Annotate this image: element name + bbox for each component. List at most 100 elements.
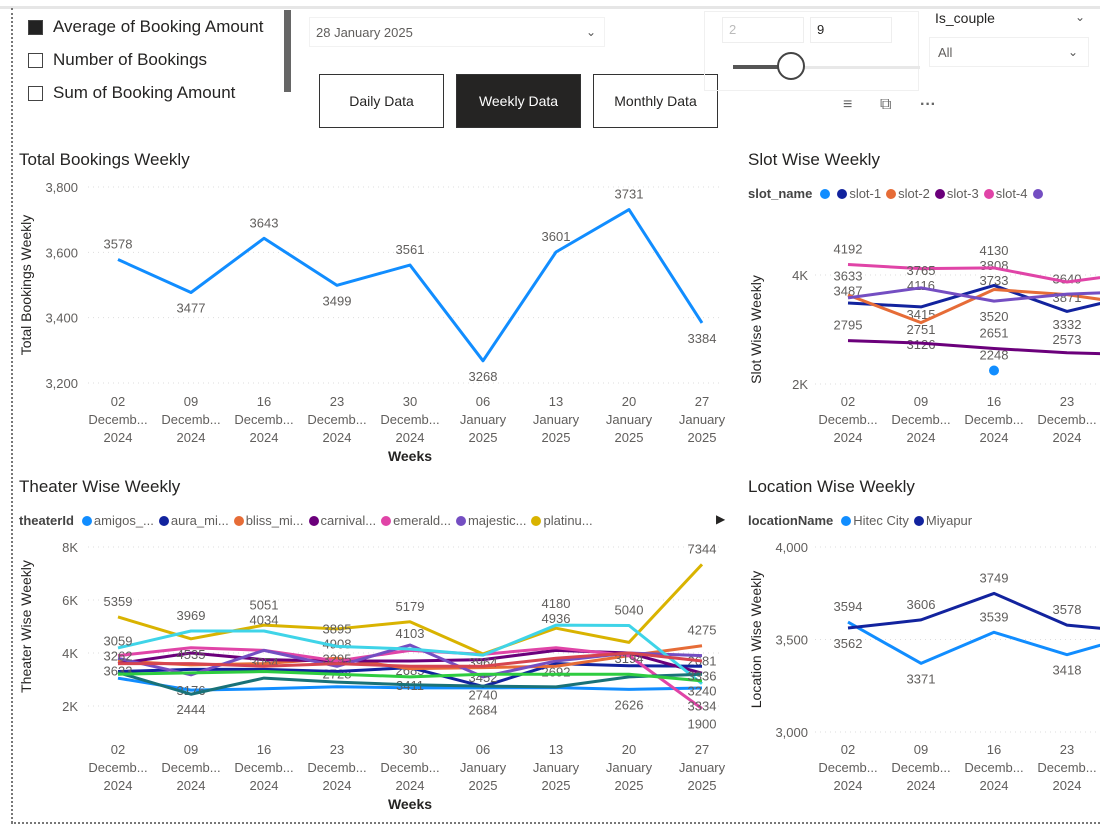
legend-item[interactable]: slot-2 <box>886 186 930 201</box>
date-dropdown[interactable]: 28 January 2025 ⌄ <box>310 18 604 46</box>
data-label: 3452 <box>469 670 498 685</box>
measure-option-sum[interactable]: Sum of Booking Amount <box>28 83 235 103</box>
legend-item[interactable]: emerald... <box>381 513 451 528</box>
legend-label: emerald... <box>393 513 451 528</box>
data-label: 3059 <box>104 634 133 649</box>
x-tick-label: January <box>533 412 580 427</box>
scrollbar[interactable] <box>284 10 291 92</box>
legend-item[interactable] <box>1032 188 1045 199</box>
legend-label: Miyapur <box>925 513 973 528</box>
legend-item[interactable]: slot-4 <box>983 186 1028 201</box>
legend-dot-icon <box>381 515 392 526</box>
is-couple-slicer-header[interactable]: Is_couple ⌄ <box>935 10 1085 26</box>
series-line-6[interactable] <box>117 563 704 656</box>
series-line-10[interactable] <box>118 651 703 668</box>
legend-dot-icon <box>837 188 848 199</box>
focus-mode-icon[interactable]: ⧉ <box>880 96 892 113</box>
legend-dot-icon <box>1032 188 1043 199</box>
series-line-0[interactable] <box>117 208 704 363</box>
y-tick-label: 3,200 <box>45 376 78 391</box>
series-line-1[interactable] <box>847 283 1100 313</box>
x-tick-label: 2024 <box>1053 430 1082 445</box>
legend-label: majestic... <box>467 513 527 528</box>
y-axis-title: Slot Wise Weekly <box>748 275 764 384</box>
range-min-input[interactable]: 2 <box>722 17 804 43</box>
data-label: 5051 <box>250 598 279 613</box>
range-max-input[interactable]: 9 <box>810 17 892 43</box>
x-tick-label: 13 <box>549 394 563 409</box>
canvas-left-border <box>11 8 13 823</box>
legend-item[interactable]: slot-3 <box>934 186 979 201</box>
data-label: 3487 <box>834 283 863 298</box>
legend-dot-icon <box>308 515 319 526</box>
daily-data-button[interactable]: Daily Data <box>319 74 444 128</box>
series-line-0[interactable] <box>847 620 1100 665</box>
measure-option-average[interactable]: Average of Booking Amount <box>28 17 263 37</box>
legend-label: slot-2 <box>898 186 930 201</box>
series-line-2[interactable] <box>847 288 1100 325</box>
legend-dot-icon <box>983 188 994 199</box>
x-tick-label: Decemb... <box>818 412 877 427</box>
x-tick-label: 30 <box>403 742 417 757</box>
x-tick-label: Decemb... <box>1037 760 1096 775</box>
series-line-8[interactable] <box>117 671 703 696</box>
option-label: Number of Bookings <box>53 50 208 69</box>
slider-track[interactable] <box>733 66 920 69</box>
monthly-data-button[interactable]: Monthly Data <box>593 74 718 128</box>
slider-fill <box>733 65 791 69</box>
x-tick-label: Decemb... <box>891 760 950 775</box>
chart-title-theater-wise: Theater Wise Weekly <box>19 477 181 496</box>
more-options-icon[interactable]: ··· <box>920 96 936 113</box>
data-label: 3418 <box>1053 663 1082 678</box>
legend-item[interactable]: majestic... <box>455 513 527 528</box>
filter-icon[interactable]: ≡ <box>843 96 853 113</box>
x-tick-label: 2025 <box>469 430 498 445</box>
legend-item[interactable]: platinu... <box>531 513 593 528</box>
x-tick-label: 2025 <box>615 778 644 793</box>
series-line-1[interactable] <box>847 591 1100 632</box>
checkbox[interactable] <box>28 52 43 68</box>
legend-item[interactable]: carnival... <box>308 513 376 528</box>
x-tick-label: 2025 <box>688 430 717 445</box>
series-line-7[interactable] <box>117 623 703 685</box>
legend-item[interactable]: aura_mi... <box>158 513 229 528</box>
chevron-down-icon: ⌄ <box>585 25 596 39</box>
data-label: 3334 <box>688 698 717 713</box>
checkbox[interactable] <box>28 85 43 101</box>
legend-item[interactable]: bliss_mi... <box>233 513 304 528</box>
legend-item[interactable]: Hitec City <box>841 513 909 528</box>
y-axis-title: Location Wise Weekly <box>748 571 764 708</box>
series-line-9[interactable] <box>117 670 703 683</box>
legend-next-arrow-icon[interactable]: ▶ <box>716 512 726 526</box>
legend-item[interactable]: Miyapur <box>913 513 973 528</box>
slider-thumb[interactable] <box>777 52 805 80</box>
measure-option-count[interactable]: Number of Bookings <box>28 50 207 70</box>
x-tick-label: Decemb... <box>88 412 147 427</box>
data-label: 3384 <box>688 331 717 346</box>
x-tick-label: 16 <box>257 742 271 757</box>
x-tick-label: 2024 <box>323 430 352 445</box>
data-label: 2795 <box>834 318 863 333</box>
series-line-4[interactable] <box>847 263 1100 284</box>
checkbox-checked[interactable] <box>28 19 43 35</box>
data-label: 5359 <box>104 594 133 609</box>
series-line-5[interactable] <box>847 286 1100 303</box>
x-tick-label: 02 <box>841 394 855 409</box>
x-tick-label: January <box>606 760 653 775</box>
data-label: 3499 <box>323 293 352 308</box>
data-point[interactable] <box>989 365 999 376</box>
data-label: 3964 <box>469 655 498 670</box>
weekly-data-button[interactable]: Weekly Data <box>456 74 581 128</box>
x-tick-label: Decemb... <box>818 760 877 775</box>
y-tick-label: 3,000 <box>775 725 808 740</box>
legend-title: theaterId <box>19 513 74 528</box>
date-value: 28 January 2025 <box>316 24 413 40</box>
legend-item[interactable]: slot-1 <box>837 186 881 201</box>
series-line-3[interactable] <box>847 339 1100 356</box>
is-couple-dropdown[interactable]: All ⌄ <box>930 38 1088 66</box>
chart-title-slot-wise: Slot Wise Weekly <box>748 150 880 169</box>
legend-item[interactable] <box>820 188 832 199</box>
legend-item[interactable]: amigos_... <box>81 513 154 528</box>
data-label: 2626 <box>615 697 644 712</box>
legend-label: bliss_mi... <box>245 513 304 528</box>
